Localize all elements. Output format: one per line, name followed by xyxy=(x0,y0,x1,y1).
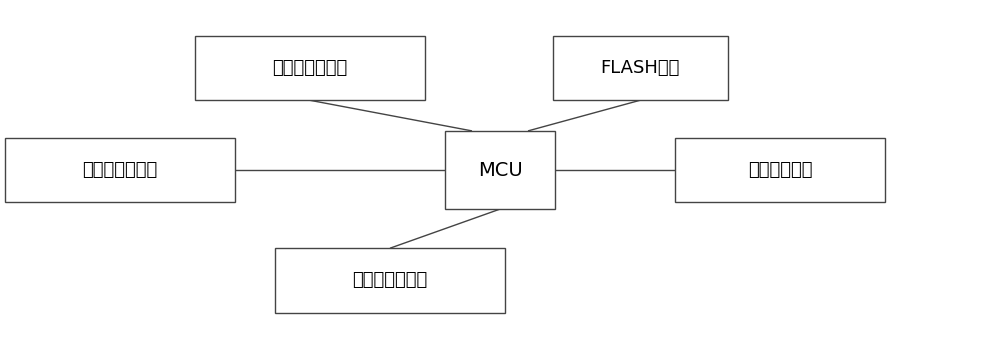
Text: 图形显示处理器: 图形显示处理器 xyxy=(82,161,158,179)
Bar xyxy=(5,138,235,202)
Text: MCU: MCU xyxy=(478,160,522,180)
Text: FLASH芯片: FLASH芯片 xyxy=(600,59,680,77)
Bar xyxy=(445,131,555,209)
Text: 实时时钟处理器: 实时时钟处理器 xyxy=(352,272,428,289)
Bar xyxy=(275,248,505,313)
Bar xyxy=(195,36,425,100)
Bar xyxy=(552,36,728,100)
Bar xyxy=(675,138,885,202)
Text: 像素扫描处理器: 像素扫描处理器 xyxy=(272,59,348,77)
Text: 输入输出接口: 输入输出接口 xyxy=(748,161,812,179)
